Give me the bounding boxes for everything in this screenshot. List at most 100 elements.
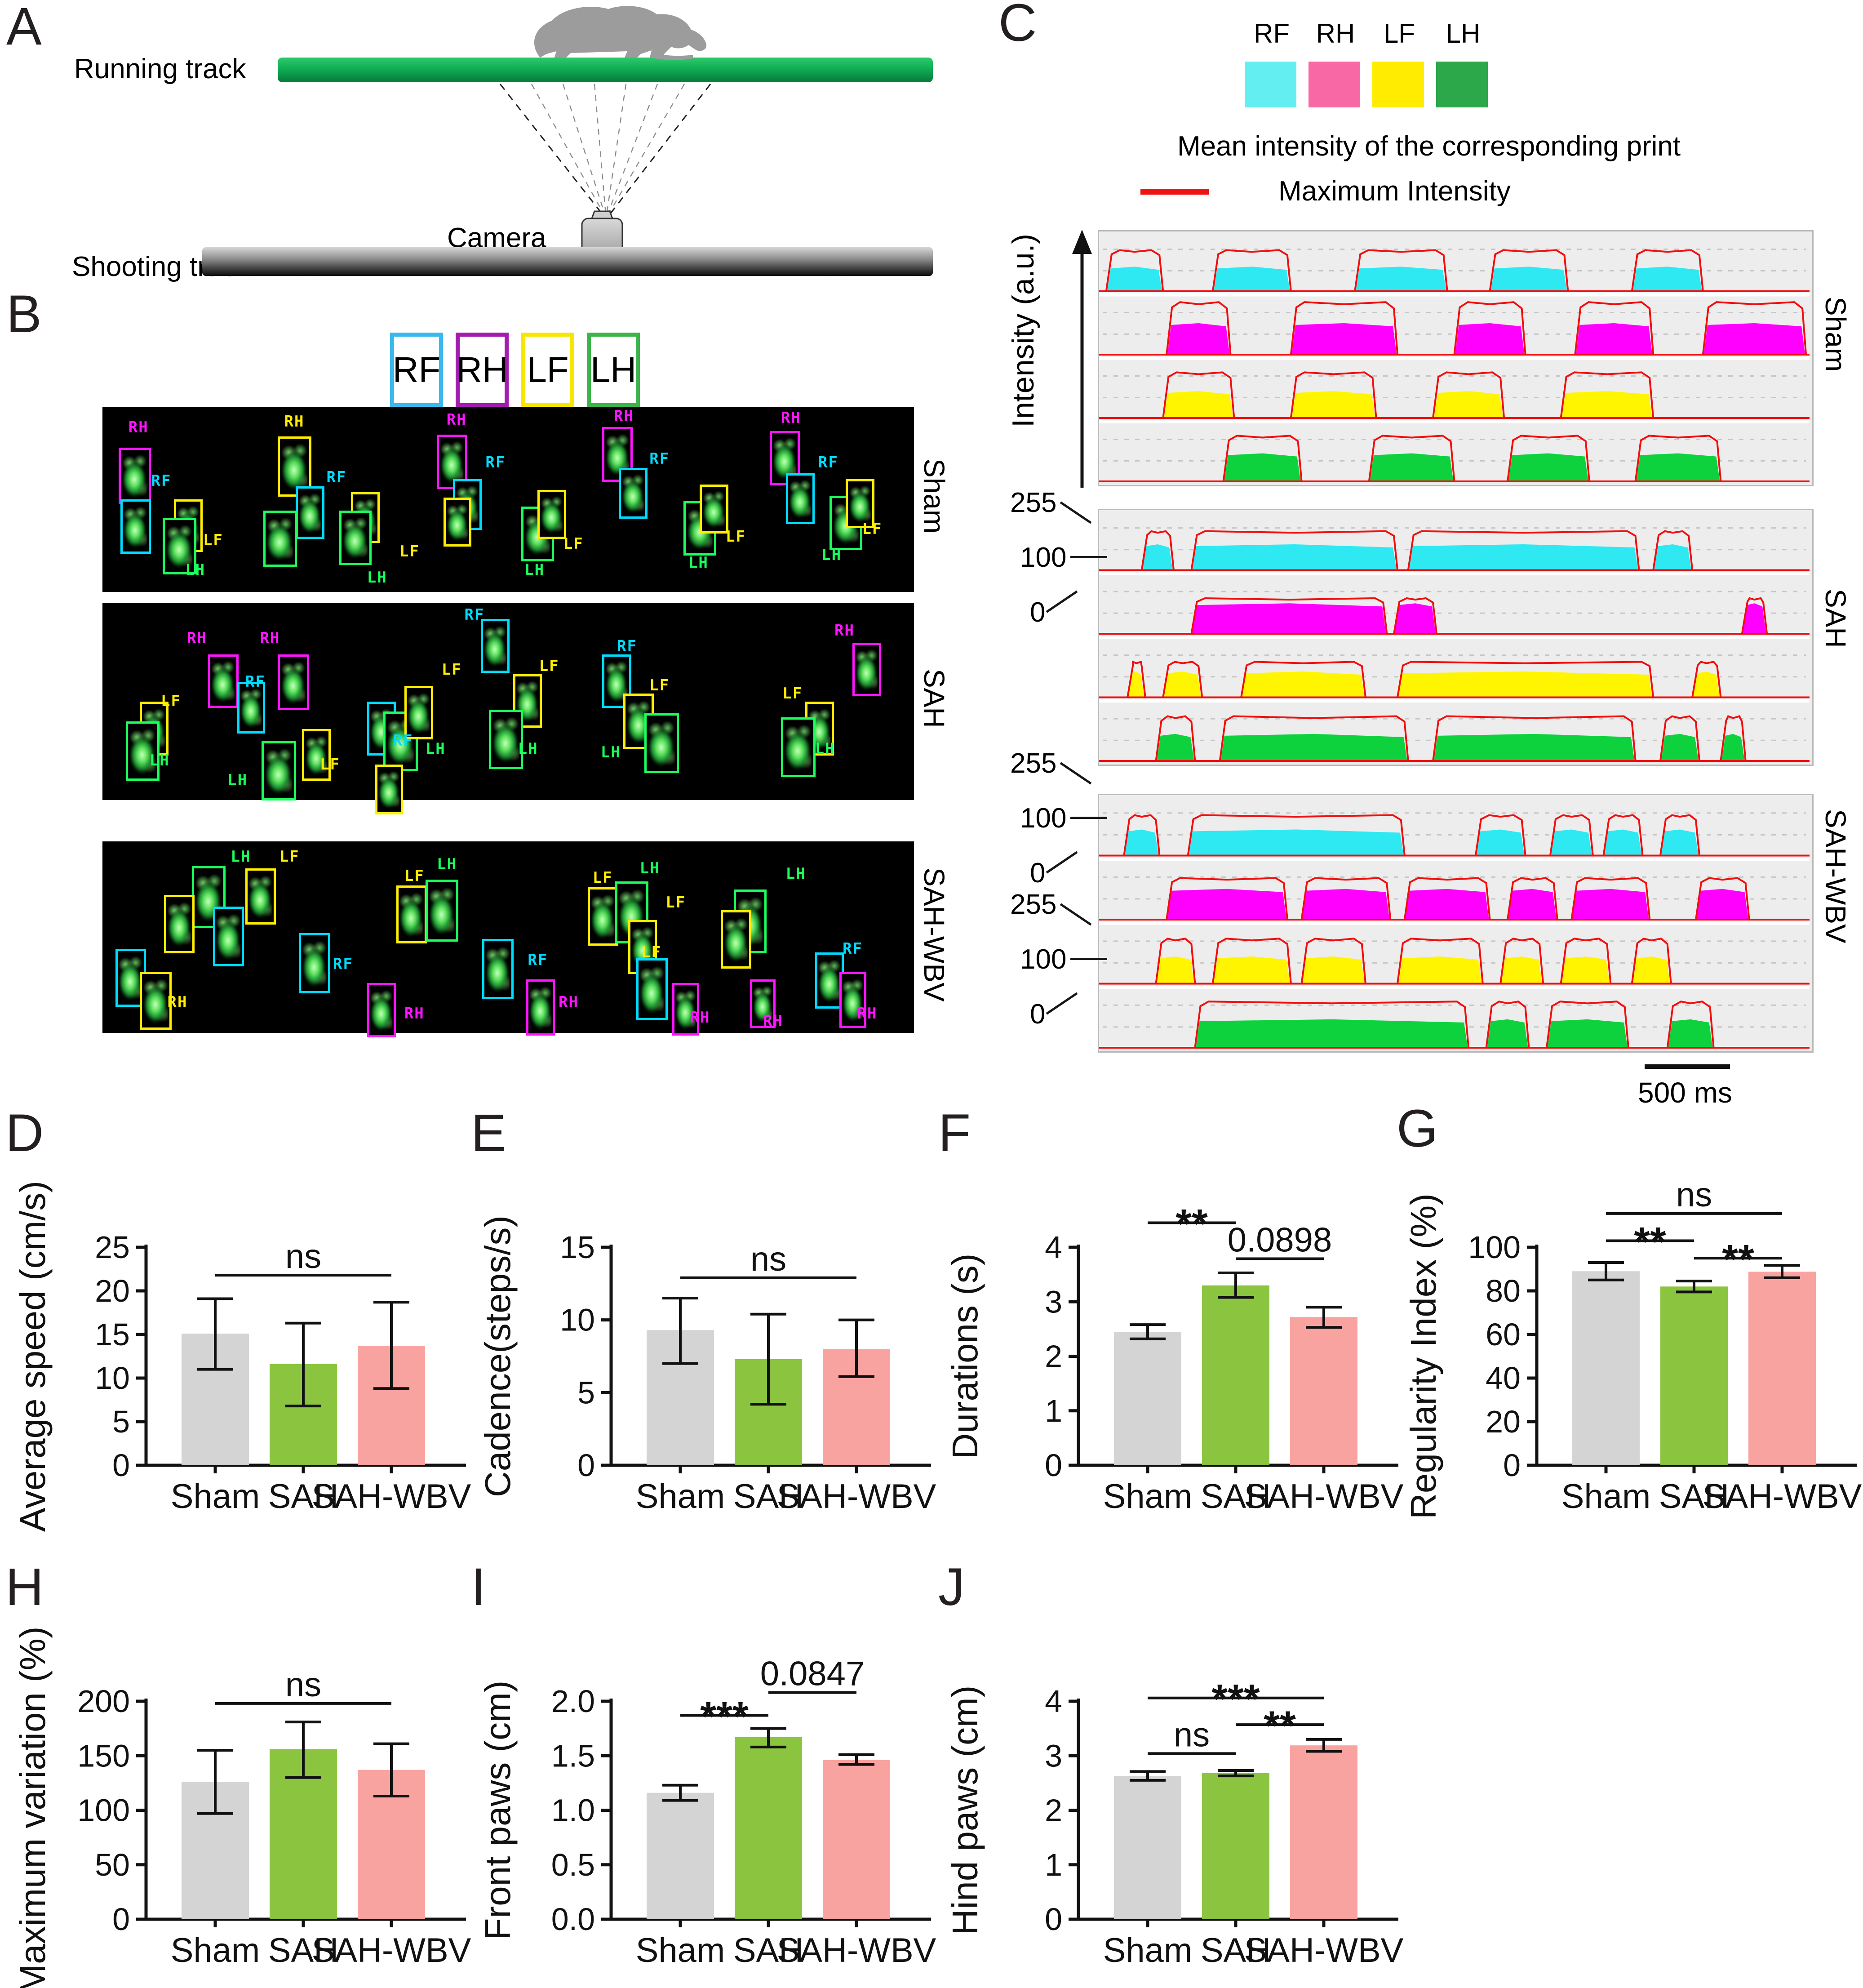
trace-fill: [1302, 956, 1365, 984]
max-intensity-trace: [1127, 660, 1146, 698]
paw-print-box: [700, 485, 729, 534]
intensity-tick-255: 255: [1010, 750, 1092, 785]
y-tick-label: 0: [112, 1448, 130, 1483]
bar-sham: [647, 1792, 714, 1919]
paw-print-box: [437, 434, 467, 489]
trace-fill: [1220, 734, 1407, 761]
paw-print-blob: [622, 473, 644, 514]
paw-print-label: RH: [690, 1008, 710, 1027]
x-tick-label: SAH: [733, 1931, 803, 1970]
paw-print-label: RH: [781, 409, 801, 427]
max-intensity-trace: [1190, 597, 1388, 634]
bar-sham: [1114, 1776, 1181, 1919]
bar-sah-wbv: [1748, 1272, 1816, 1465]
intensity-axis-arrow: [1072, 230, 1092, 488]
y-axis-title: Cadence(steps/s): [478, 1215, 518, 1497]
paw-print-blob: [703, 489, 725, 529]
tick-connector: [1060, 501, 1092, 524]
max-intensity-label: Maximum Intensity: [1278, 176, 1511, 207]
max-intensity-trace: [1659, 715, 1700, 761]
paw-print-box: [785, 473, 815, 525]
paw-print-blob: [818, 957, 840, 1004]
panel-e-label: E: [471, 1103, 506, 1163]
paw-print-label: RH: [167, 993, 188, 1011]
max-intensity-trace: [1403, 877, 1491, 920]
paw-print-label: LF: [782, 684, 803, 703]
paw-print-blob: [849, 484, 871, 523]
paw-print-label: LF: [641, 943, 662, 962]
time-scalebar: [1645, 1064, 1730, 1069]
paw-print-label: RH: [186, 629, 207, 648]
tick-connector: [1046, 590, 1078, 613]
paw-print-box: [526, 979, 555, 1036]
y-tick-label: 2: [1045, 1793, 1062, 1828]
paw-print-blob: [122, 453, 147, 499]
paw-print-label: LH: [425, 739, 446, 758]
trace-fill: [1192, 544, 1397, 570]
intensity-tick-100: 100: [1020, 544, 1107, 572]
x-tick-label: Sham: [171, 1477, 260, 1516]
bar-sah-wbv: [1290, 1317, 1357, 1465]
y-tick-label: 200: [77, 1684, 130, 1719]
paw-legend-box-lf: LF: [521, 333, 574, 407]
x-tick-label: SAH: [1659, 1477, 1729, 1516]
y-tick-label: 2: [1045, 1339, 1062, 1374]
paw-print-label: LH: [227, 771, 248, 789]
intensity-tick-100: 100: [1020, 805, 1107, 832]
y-tick-label: 0: [112, 1902, 130, 1937]
paw-print-box: [295, 486, 324, 539]
y-tick-label: 5: [112, 1404, 130, 1439]
x-tick-label: SAH-WBV: [312, 1931, 471, 1970]
trace-fill: [1189, 829, 1404, 856]
max-intensity-trace: [1432, 715, 1637, 761]
max-intensity-trace: [1631, 249, 1704, 292]
max-intensity-trace: [1666, 1001, 1715, 1048]
max-intensity-trace: [1140, 530, 1175, 570]
time-scalebar-label: 500 ms: [1638, 1076, 1732, 1109]
trace-fill: [1434, 734, 1635, 761]
trace-fill: [1508, 453, 1588, 481]
paw-print-label: RF: [528, 951, 548, 970]
paw-print-label: RF: [649, 449, 670, 468]
y-tick-label: 0: [1045, 1902, 1062, 1937]
paw-print-label: LH: [367, 568, 387, 587]
trace-legend-label: LF: [1383, 18, 1415, 49]
paw-print-box: [396, 885, 427, 944]
paw-print-blob: [265, 746, 292, 795]
paw-print-label: LH: [437, 855, 457, 874]
max-intensity-trace: [1507, 435, 1590, 482]
trace-legend-label: LH: [1446, 18, 1481, 49]
trace-fill: [1164, 391, 1233, 418]
max-intensity-trace: [1702, 301, 1807, 355]
y-tick-label: 4: [1045, 1230, 1062, 1265]
paw-print-label: LF: [279, 848, 300, 866]
bar-sah: [735, 1737, 802, 1919]
trace-legend-swatch: [1436, 62, 1488, 107]
x-tick-label: SAH-WBV: [1244, 1931, 1404, 1970]
trace-fill: [1476, 829, 1525, 856]
intensity-tick-100: 100: [1020, 946, 1107, 974]
paw-print-blob: [492, 715, 519, 764]
paw-legend-box-rh: RH: [456, 333, 509, 407]
tick-connector: [1046, 992, 1078, 1015]
sig-label: **: [1175, 1201, 1208, 1247]
paw-print-box: [482, 939, 514, 999]
max-intensity-trace: [1407, 530, 1640, 570]
paw-print-box: [721, 910, 751, 969]
max-intensity-trace: [1432, 371, 1505, 418]
trace-fill: [1636, 453, 1720, 481]
paw-print-box: [839, 971, 867, 1028]
y-tick-label: 20: [95, 1273, 130, 1308]
paw-print-label: LH: [524, 561, 545, 579]
trace-fill: [1164, 671, 1202, 698]
trace-fill: [1576, 323, 1653, 355]
trace-legend-item-rf: RF: [1245, 18, 1299, 107]
group-label-sah-c: SAH: [1819, 589, 1852, 648]
max-intensity-trace: [1474, 814, 1526, 856]
bar-sah-wbv: [823, 1760, 890, 1919]
trace-fill: [1572, 889, 1649, 920]
max-intensity-trace: [1570, 877, 1651, 920]
paw-print-blob: [856, 648, 878, 691]
paw-print-blob: [754, 984, 772, 1023]
